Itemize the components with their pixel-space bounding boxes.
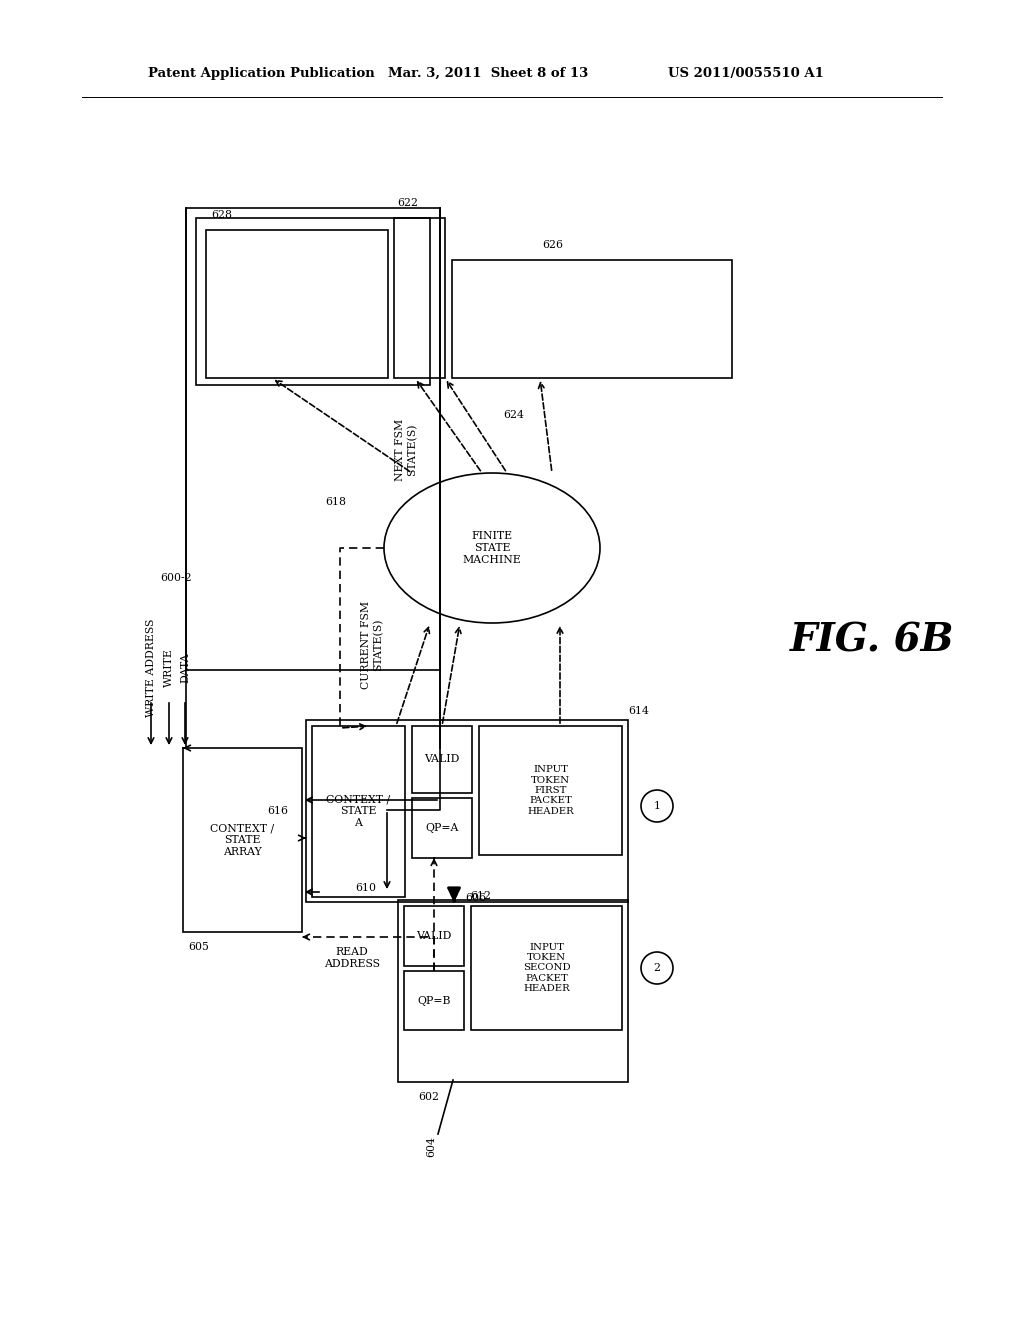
Text: QP=A: QP=A <box>425 822 459 833</box>
Text: QP=B: QP=B <box>418 995 451 1006</box>
Text: INPUT
TOKEN
FIRST
PACKET
HEADER: INPUT TOKEN FIRST PACKET HEADER <box>527 766 573 816</box>
Text: CONTEXT /
STATE
A: CONTEXT / STATE A <box>327 795 390 828</box>
Bar <box>186 209 440 671</box>
Text: DATA: DATA <box>180 653 190 684</box>
Text: Mar. 3, 2011  Sheet 8 of 13: Mar. 3, 2011 Sheet 8 of 13 <box>388 66 588 79</box>
Text: 612: 612 <box>470 891 490 902</box>
Text: 606: 606 <box>465 894 486 903</box>
Bar <box>412 726 472 793</box>
Text: 2: 2 <box>653 964 660 973</box>
Text: 614: 614 <box>628 706 649 715</box>
Text: 610: 610 <box>355 883 376 894</box>
Text: FINITE
STATE
MACHINE: FINITE STATE MACHINE <box>463 532 521 565</box>
Text: 616: 616 <box>267 807 288 816</box>
Bar <box>398 900 628 1082</box>
Bar <box>306 719 628 902</box>
Bar <box>206 230 388 378</box>
Text: VALID: VALID <box>424 755 460 764</box>
Text: CURRENT FSM
STATE(S): CURRENT FSM STATE(S) <box>361 601 383 689</box>
Bar <box>312 726 406 898</box>
Text: VALID: VALID <box>417 931 452 941</box>
Bar <box>452 260 732 378</box>
Text: 622: 622 <box>397 198 418 209</box>
Text: 624: 624 <box>503 411 524 420</box>
Text: INPUT
TOKEN
SECOND
PACKET
HEADER: INPUT TOKEN SECOND PACKET HEADER <box>522 942 570 993</box>
Text: WRITE ADDRESS: WRITE ADDRESS <box>146 619 156 717</box>
Text: 628: 628 <box>211 210 232 220</box>
Text: NEXT FSM
STATE(S): NEXT FSM STATE(S) <box>395 418 417 480</box>
Text: 602: 602 <box>418 1092 439 1102</box>
Bar <box>404 906 464 966</box>
Text: 626: 626 <box>542 240 563 249</box>
Bar <box>404 972 464 1030</box>
Text: 604: 604 <box>426 1137 436 1158</box>
Text: 618: 618 <box>325 498 346 507</box>
Bar <box>471 906 622 1030</box>
Text: WRITE: WRITE <box>164 648 174 688</box>
Text: Patent Application Publication: Patent Application Publication <box>148 66 375 79</box>
Bar <box>183 748 302 932</box>
Bar <box>196 218 430 385</box>
Bar <box>479 726 622 855</box>
Text: FIG. 6B: FIG. 6B <box>790 620 954 659</box>
Bar <box>412 799 472 858</box>
Text: 1: 1 <box>653 801 660 810</box>
Text: US 2011/0055510 A1: US 2011/0055510 A1 <box>668 66 824 79</box>
Text: 600-2: 600-2 <box>160 573 191 583</box>
Bar <box>394 218 445 378</box>
Text: CONTEXT /
STATE
ARRAY: CONTEXT / STATE ARRAY <box>211 824 274 857</box>
Text: 605: 605 <box>188 942 209 952</box>
Text: READ
ADDRESS: READ ADDRESS <box>324 948 380 969</box>
